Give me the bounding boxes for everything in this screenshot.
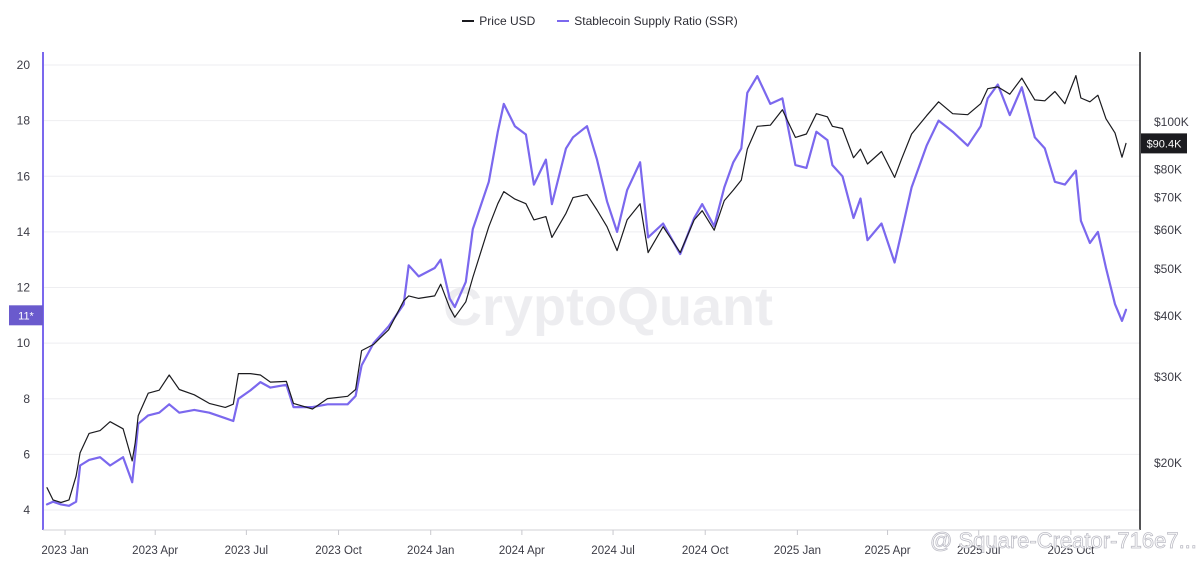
right-axis-ticks: $20K $30K $40K $50K $60K $70K $80K $100K bbox=[1154, 115, 1189, 470]
watermark-text: CryptoQuant bbox=[443, 277, 773, 337]
x-tick-label-2: 2023 Jul bbox=[225, 545, 268, 557]
x-tick-label-1: 2023 Apr bbox=[132, 545, 178, 557]
right-tick-label-6: $80K bbox=[1154, 162, 1182, 176]
x-tick-label-10: 2025 Jul bbox=[957, 545, 1000, 557]
credit-text: @ Square-Creator-716e7... bbox=[930, 528, 1197, 553]
chart-legend: Price USD Stablecoin Supply Ratio (SSR) bbox=[0, 14, 1200, 28]
right-tick-label-3: $50K bbox=[1154, 262, 1182, 276]
legend-label-price: Price USD bbox=[479, 14, 536, 28]
left-tick-label-8: 20 bbox=[17, 58, 31, 72]
left-tick-label-1: 6 bbox=[23, 447, 30, 461]
left-tick-label-5: 14 bbox=[17, 225, 31, 239]
x-tick-label-11: 2025 Oct bbox=[1048, 545, 1095, 557]
left-tick-label-7: 18 bbox=[17, 114, 31, 128]
x-tick-label-7: 2024 Oct bbox=[682, 545, 729, 557]
value-badges: 11* $90.4K bbox=[9, 133, 1187, 326]
legend-label-ssr: Stablecoin Supply Ratio (SSR) bbox=[574, 14, 738, 28]
current-price-badge-label: $90.4K bbox=[1147, 138, 1183, 150]
right-tick-label-4: $60K bbox=[1154, 223, 1182, 237]
right-tick-label-7: $100K bbox=[1154, 115, 1189, 129]
x-tick-label-4: 2024 Jan bbox=[407, 545, 454, 557]
grid-lines bbox=[43, 64, 1140, 511]
x-tick-label-9: 2025 Apr bbox=[865, 545, 911, 557]
current-ssr-badge bbox=[9, 305, 43, 326]
ssr-series-line bbox=[45, 75, 1128, 507]
x-tick-label-3: 2023 Oct bbox=[315, 545, 362, 557]
legend-swatch-price bbox=[462, 20, 475, 22]
current-price-badge bbox=[1141, 133, 1187, 154]
left-tick-label-4: 12 bbox=[17, 281, 31, 295]
legend-swatch-ssr bbox=[557, 20, 570, 22]
legend-item-price[interactable]: Price USD bbox=[462, 14, 535, 28]
right-tick-label-2: $40K bbox=[1154, 309, 1182, 323]
current-ssr-badge-label: 11* bbox=[18, 310, 34, 322]
series-layer bbox=[45, 75, 1128, 507]
x-tick-label-6: 2024 Jul bbox=[591, 545, 634, 557]
left-tick-label-0: 4 bbox=[23, 503, 30, 517]
price-series-line bbox=[46, 75, 1127, 504]
left-tick-label-3: 10 bbox=[17, 336, 31, 350]
x-axis-ticks: 2023 Jan 2023 Apr 2023 Jul 2023 Oct 2024 Jan… bbox=[41, 530, 1095, 557]
left-tick-label-2: 8 bbox=[23, 392, 30, 406]
right-tick-label-5: $70K bbox=[1154, 191, 1182, 205]
right-tick-label-1: $30K bbox=[1154, 370, 1182, 384]
axes bbox=[42, 52, 1141, 531]
x-tick-label-5: 2024 Apr bbox=[499, 545, 545, 557]
legend-item-ssr[interactable]: Stablecoin Supply Ratio (SSR) bbox=[557, 14, 738, 28]
x-tick-label-0: 2023 Jan bbox=[41, 545, 88, 557]
x-tick-label-8: 2025 Jan bbox=[774, 545, 821, 557]
left-axis-ticks: 4 6 8 10 12 14 16 18 20 bbox=[17, 58, 31, 517]
left-tick-label-6: 16 bbox=[17, 169, 31, 183]
right-tick-label-0: $20K bbox=[1154, 456, 1182, 470]
